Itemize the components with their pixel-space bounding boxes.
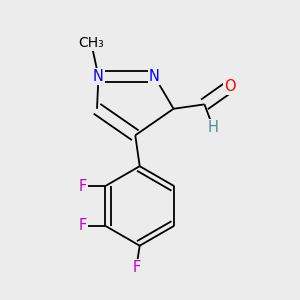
Text: N: N [93, 69, 104, 84]
Text: O: O [224, 79, 235, 94]
Text: F: F [79, 178, 87, 194]
Text: F: F [133, 260, 141, 275]
Text: F: F [79, 218, 87, 233]
Text: CH₃: CH₃ [78, 35, 104, 50]
Text: N: N [149, 69, 160, 84]
Text: H: H [208, 120, 219, 135]
